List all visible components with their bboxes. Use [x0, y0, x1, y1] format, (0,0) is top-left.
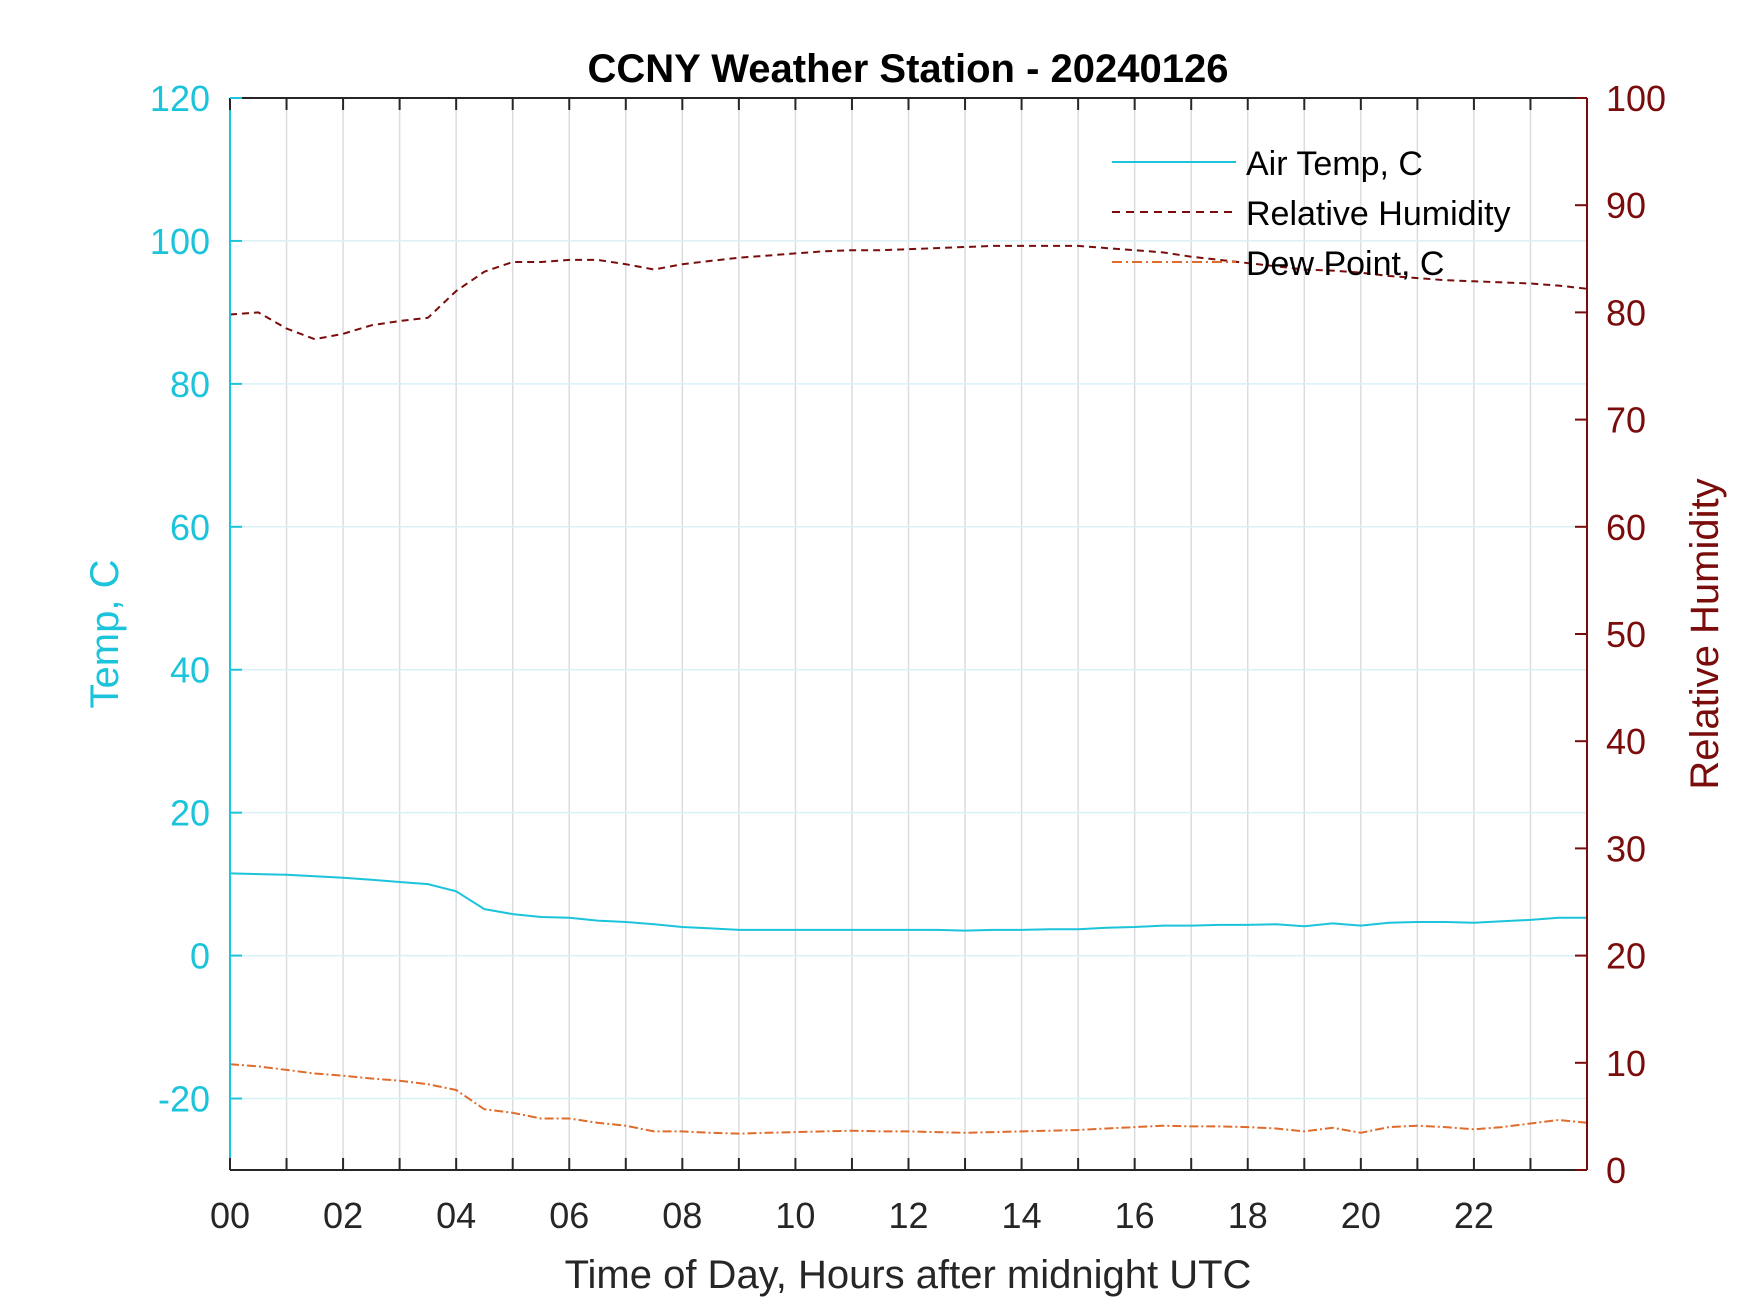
y-left-tick-label: -20	[158, 1079, 210, 1120]
y-left-tick-label: 40	[170, 650, 210, 691]
y-right-tick-label: 50	[1606, 614, 1646, 655]
legend-label-dew-point: Dew Point, C	[1246, 245, 1444, 283]
x-tick-label: 22	[1454, 1195, 1494, 1236]
y-left-tick-label: 80	[170, 364, 210, 405]
y-right-tick-label: 10	[1606, 1043, 1646, 1084]
x-tick-label: 20	[1341, 1195, 1381, 1236]
y-left-tick-label: 120	[150, 78, 210, 119]
series-air-temp	[229, 872, 1587, 932]
y-right-tick-label: 70	[1606, 400, 1646, 441]
chart-title: CCNY Weather Station - 20240126	[588, 47, 1229, 91]
legend-label-air-temp: Air Temp, C	[1246, 145, 1423, 183]
y-right-tick-label: 100	[1606, 78, 1666, 119]
x-tick-label: 00	[210, 1195, 250, 1236]
x-axis-label: Time of Day, Hours after midnight UTC	[565, 1253, 1252, 1297]
x-tick-label: 10	[775, 1195, 815, 1236]
y-right-tick-label: 90	[1606, 185, 1646, 226]
y-right-tick-label: 30	[1606, 828, 1646, 869]
x-tick-label: 16	[1115, 1195, 1155, 1236]
y-left-tick-label: 100	[150, 221, 210, 262]
x-tick-label: 04	[436, 1195, 476, 1236]
legend-label-relative-humidity: Relative Humidity	[1246, 195, 1511, 233]
y-axis-right-label: Relative Humidity	[1683, 478, 1727, 789]
tick-marks	[229, 97, 1587, 1171]
series-layer	[229, 244, 1588, 1135]
x-tick-label: 06	[549, 1195, 589, 1236]
y-right-tick-label: 60	[1606, 507, 1646, 548]
y-right-tick-label: 80	[1606, 292, 1646, 333]
series-relative-humidity	[229, 244, 1588, 341]
x-tick-label: 08	[662, 1195, 702, 1236]
x-tick-label: 14	[1002, 1195, 1042, 1236]
x-tick-label: 02	[323, 1195, 363, 1236]
y-right-tick-label: 20	[1606, 936, 1646, 977]
y-right-tick-label: 0	[1606, 1150, 1626, 1191]
legend: Air Temp, C Relative Humidity Dew Point,…	[1112, 145, 1511, 283]
y-left-tick-label: 0	[190, 936, 210, 977]
x-tick-label: 18	[1228, 1195, 1268, 1236]
y-left-tick-label: 60	[170, 507, 210, 548]
series-dew-point	[229, 1063, 1588, 1135]
y-axis-left-label: Temp, C	[83, 560, 127, 709]
y-left-tick-label: 20	[170, 793, 210, 834]
y-right-tick-label: 40	[1606, 721, 1646, 762]
x-tick-label: 12	[888, 1195, 928, 1236]
grid-lines	[230, 97, 1587, 1170]
